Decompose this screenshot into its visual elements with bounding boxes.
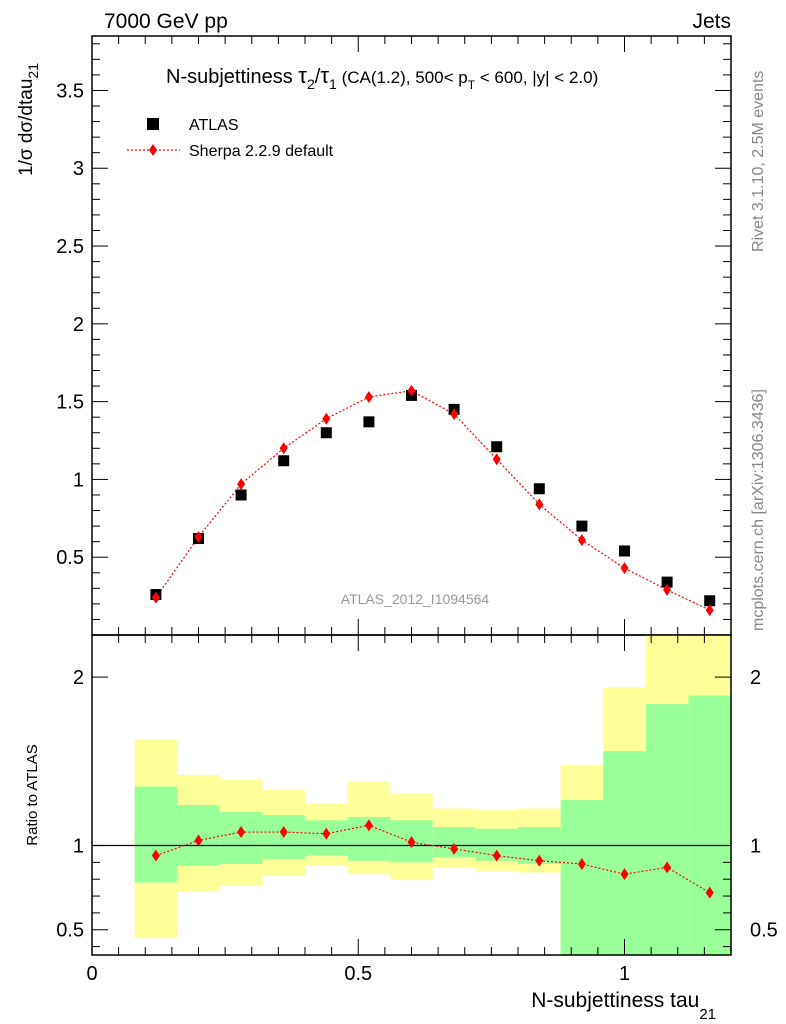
- ratio-sherpa-point: [279, 826, 288, 839]
- ratio-y-axis-label: Ratio to ATLAS: [24, 744, 41, 845]
- sherpa-data-point: [492, 453, 501, 466]
- sherpa-data-point: [450, 408, 459, 421]
- atlas-data-point: [235, 489, 247, 501]
- sherpa-data-point: [151, 591, 160, 604]
- legend-atlas-marker: [147, 118, 159, 130]
- x-tick-label: 0: [86, 963, 97, 985]
- sherpa-data-point: [237, 478, 246, 491]
- ratio-sherpa-point: [151, 849, 160, 862]
- legend-sherpa-marker: [149, 144, 157, 156]
- ratio-sherpa-point: [577, 858, 586, 871]
- main-y-tick-labels: 0.5 1 1.5 2 2.5 3 3.5: [56, 80, 84, 569]
- legend-atlas-label: ATLAS: [189, 117, 239, 134]
- ratio-sherpa-point: [237, 826, 246, 839]
- ratio-sherpa-point: [620, 868, 629, 881]
- uncertainty-band-inner: [560, 800, 604, 955]
- ratio-sherpa-point: [535, 854, 544, 867]
- ratio-y-tick-label: 2: [73, 667, 84, 689]
- uncertainty-band-inner: [134, 786, 178, 883]
- ratio-sherpa-point: [364, 819, 373, 832]
- sherpa-data-point: [194, 530, 203, 543]
- main-y-tick-label: 2.5: [56, 236, 84, 258]
- main-y-tick-label: 0.5: [56, 547, 84, 569]
- ratio-sherpa-point: [450, 842, 459, 855]
- sherpa-data-point: [364, 390, 373, 403]
- ratio-sherpa-curve: [155, 824, 711, 894]
- ratio-sherpa-point: [322, 827, 331, 840]
- main-y-tick-label: 1: [73, 469, 84, 491]
- atlas-data-point: [533, 483, 545, 495]
- ratio-sherpa-point: [407, 836, 416, 849]
- atlas-data-point: [661, 576, 673, 588]
- sherpa-data-point: [322, 412, 331, 425]
- x-tick-label: 1: [619, 963, 630, 985]
- uncertainty-band-inner: [688, 695, 731, 955]
- analysis-watermark: ATLAS_2012_I1094564: [341, 591, 490, 607]
- x-tick-labels: 0 0.5 1: [86, 963, 630, 985]
- x-axis-label: N-subjettiness tau21: [531, 989, 716, 1023]
- main-axis-ticks: [91, 36, 732, 636]
- ratio-sherpa-point: [663, 861, 672, 874]
- sherpa-data-point: [577, 534, 586, 547]
- header-category-label: Jets: [692, 10, 731, 33]
- sherpa-curve: [155, 390, 710, 611]
- atlas-data-point: [278, 455, 290, 467]
- main-y-tick-label: 2: [73, 314, 84, 336]
- atlas-data-point: [320, 427, 332, 439]
- ratio-sherpa-point: [705, 886, 714, 899]
- sherpa-data-point: [535, 498, 544, 511]
- chart-title: N-subjettiness τ2/τ1 (CA(1.2), 500< pT <…: [166, 63, 598, 92]
- atlas-data-point: [704, 595, 716, 607]
- ratio-y-tick-label-right: 1: [750, 836, 761, 858]
- ratio-y-tick-label-right: 2: [750, 667, 761, 689]
- mcplots-source-label: mcplots.cern.ch [arXiv:1306.3436]: [750, 389, 767, 631]
- main-y-tick-label: 3: [73, 158, 84, 180]
- ratio-y-tick-labels: 0.5 0.5 1 1 2 2: [56, 667, 778, 942]
- sherpa-data-point: [407, 384, 416, 397]
- atlas-data-point: [576, 520, 588, 532]
- ratio-y-tick-label: 1: [73, 836, 84, 858]
- main-y-tick-label: 1.5: [56, 392, 84, 414]
- main-panel-frame: [91, 35, 732, 636]
- sherpa-data-point: [279, 442, 288, 455]
- uncertainty-band-inner: [603, 751, 646, 955]
- sherpa-data-point: [620, 562, 629, 575]
- uncertainty-band-inner: [645, 704, 689, 955]
- ratio-axis-ticks: [91, 635, 732, 955]
- header-beam-label: 7000 GeV pp: [104, 10, 228, 33]
- ratio-sherpa-point: [492, 849, 501, 862]
- sherpa-data-point: [663, 583, 672, 596]
- sherpa-data-point: [705, 604, 714, 617]
- legend: ATLAS Sherpa 2.2.9 default: [127, 117, 334, 160]
- x-tick-label: 0.5: [344, 963, 372, 985]
- ratio-sherpa-point: [194, 834, 203, 847]
- atlas-data-point: [491, 441, 503, 453]
- atlas-data-point: [363, 416, 375, 428]
- main-y-axis-label: 1/σ dσ/dtau21: [16, 63, 41, 176]
- ratio-plot-area: [134, 635, 731, 955]
- ratio-series-layer: [151, 819, 714, 899]
- atlas-data-point: [619, 545, 630, 557]
- ratio-y-tick-label-right: 0.5: [750, 920, 778, 942]
- main-y-tick-label: 3.5: [56, 80, 84, 102]
- legend-sherpa-label: Sherpa 2.2.9 default: [189, 143, 334, 160]
- rivet-version-label: Rivet 3.1.10, 2.5M events: [750, 71, 767, 252]
- main-series-layer: [150, 384, 716, 617]
- ratio-y-tick-label: 0.5: [56, 920, 84, 942]
